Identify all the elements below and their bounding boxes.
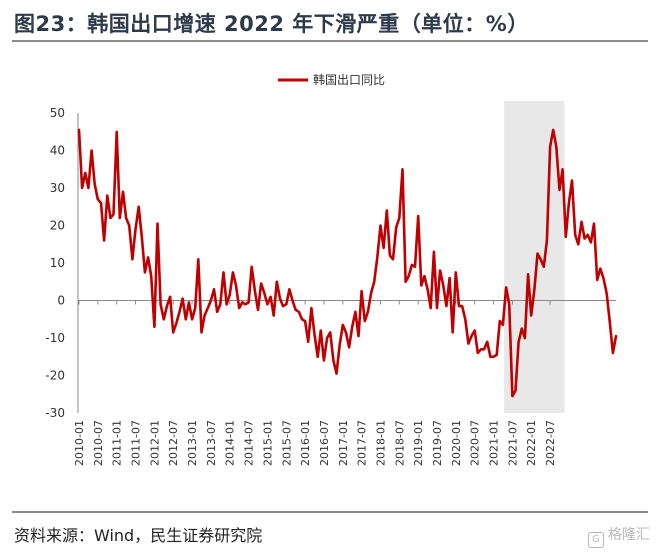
x-tick-label: 2018-01 — [374, 420, 387, 466]
x-tick-label: 2022-07 — [544, 420, 557, 466]
shaded-period — [504, 101, 565, 413]
x-tick-label: 2010-01 — [73, 420, 86, 466]
legend-label: 韩国出口同比 — [313, 72, 385, 87]
x-tick-label: 2010-07 — [92, 420, 105, 466]
legend: 韩国出口同比 — [278, 72, 385, 87]
x-tick-label: 2015-01 — [261, 420, 274, 466]
x-tick-label: 2021-07 — [506, 420, 519, 466]
series-line-0 — [77, 128, 618, 398]
x-tick-label: 2017-07 — [356, 420, 369, 466]
y-tick-label: -20 — [45, 369, 65, 383]
y-tick-label: -30 — [45, 406, 65, 420]
top-rule — [12, 40, 648, 42]
x-tick-label: 2018-07 — [393, 420, 406, 466]
series-layer — [77, 128, 618, 398]
x-tick-label: 2016-01 — [299, 420, 312, 466]
line-chart: -30 -20 -10 0 10 20 30 40 50 2010-01 2010-07 2011-… — [45, 72, 618, 466]
y-tick-label: 10 — [50, 256, 65, 270]
x-tick-label: 2013-07 — [205, 420, 218, 466]
x-tick-label: 2020-07 — [469, 420, 482, 466]
y-tick-label: 40 — [50, 144, 65, 158]
y-tick-label: 50 — [50, 106, 65, 120]
x-tick-label: 2012-01 — [148, 420, 161, 466]
watermark-text: 格隆汇 — [608, 527, 650, 543]
x-tick-label: 2013-01 — [186, 420, 199, 466]
chart-title: 图23：韩国出口增速 2022 年下滑严重（单位：%） — [14, 12, 529, 36]
x-tick-layer: 2010-01 2010-07 2011-01 2011-07 2012-01 2012-… — [73, 300, 557, 466]
watermark: G 格隆汇 — [588, 524, 650, 548]
y-tick-layer: -30 -20 -10 0 10 20 30 40 50 — [45, 106, 65, 420]
x-tick-label: 2015-07 — [280, 420, 293, 466]
bottom-rule — [12, 511, 648, 513]
x-tick-label: 2019-07 — [431, 420, 444, 466]
x-tick-label: 2022-01 — [525, 420, 538, 466]
shaded-period-layer — [504, 101, 565, 413]
x-tick-label: 2014-07 — [243, 420, 256, 466]
y-tick-label: 30 — [50, 181, 65, 195]
x-tick-label: 2020-01 — [450, 420, 463, 466]
x-tick-label: 2017-01 — [337, 420, 350, 466]
x-tick-label: 2016-07 — [318, 420, 331, 466]
x-tick-label: 2011-07 — [130, 420, 143, 466]
x-tick-label: 2012-07 — [167, 420, 180, 466]
y-tick-label: 20 — [50, 219, 65, 233]
y-tick-label: 0 — [57, 294, 65, 308]
y-tick-label: -10 — [45, 331, 65, 345]
x-tick-label: 2019-01 — [412, 420, 425, 466]
x-tick-label: 2021-01 — [488, 420, 501, 466]
x-tick-label: 2011-01 — [111, 420, 124, 466]
watermark-logo-icon: G — [588, 532, 604, 548]
x-tick-label: 2014-01 — [224, 420, 237, 466]
source-note: 资料来源：Wind，民生证券研究院 — [14, 526, 263, 545]
